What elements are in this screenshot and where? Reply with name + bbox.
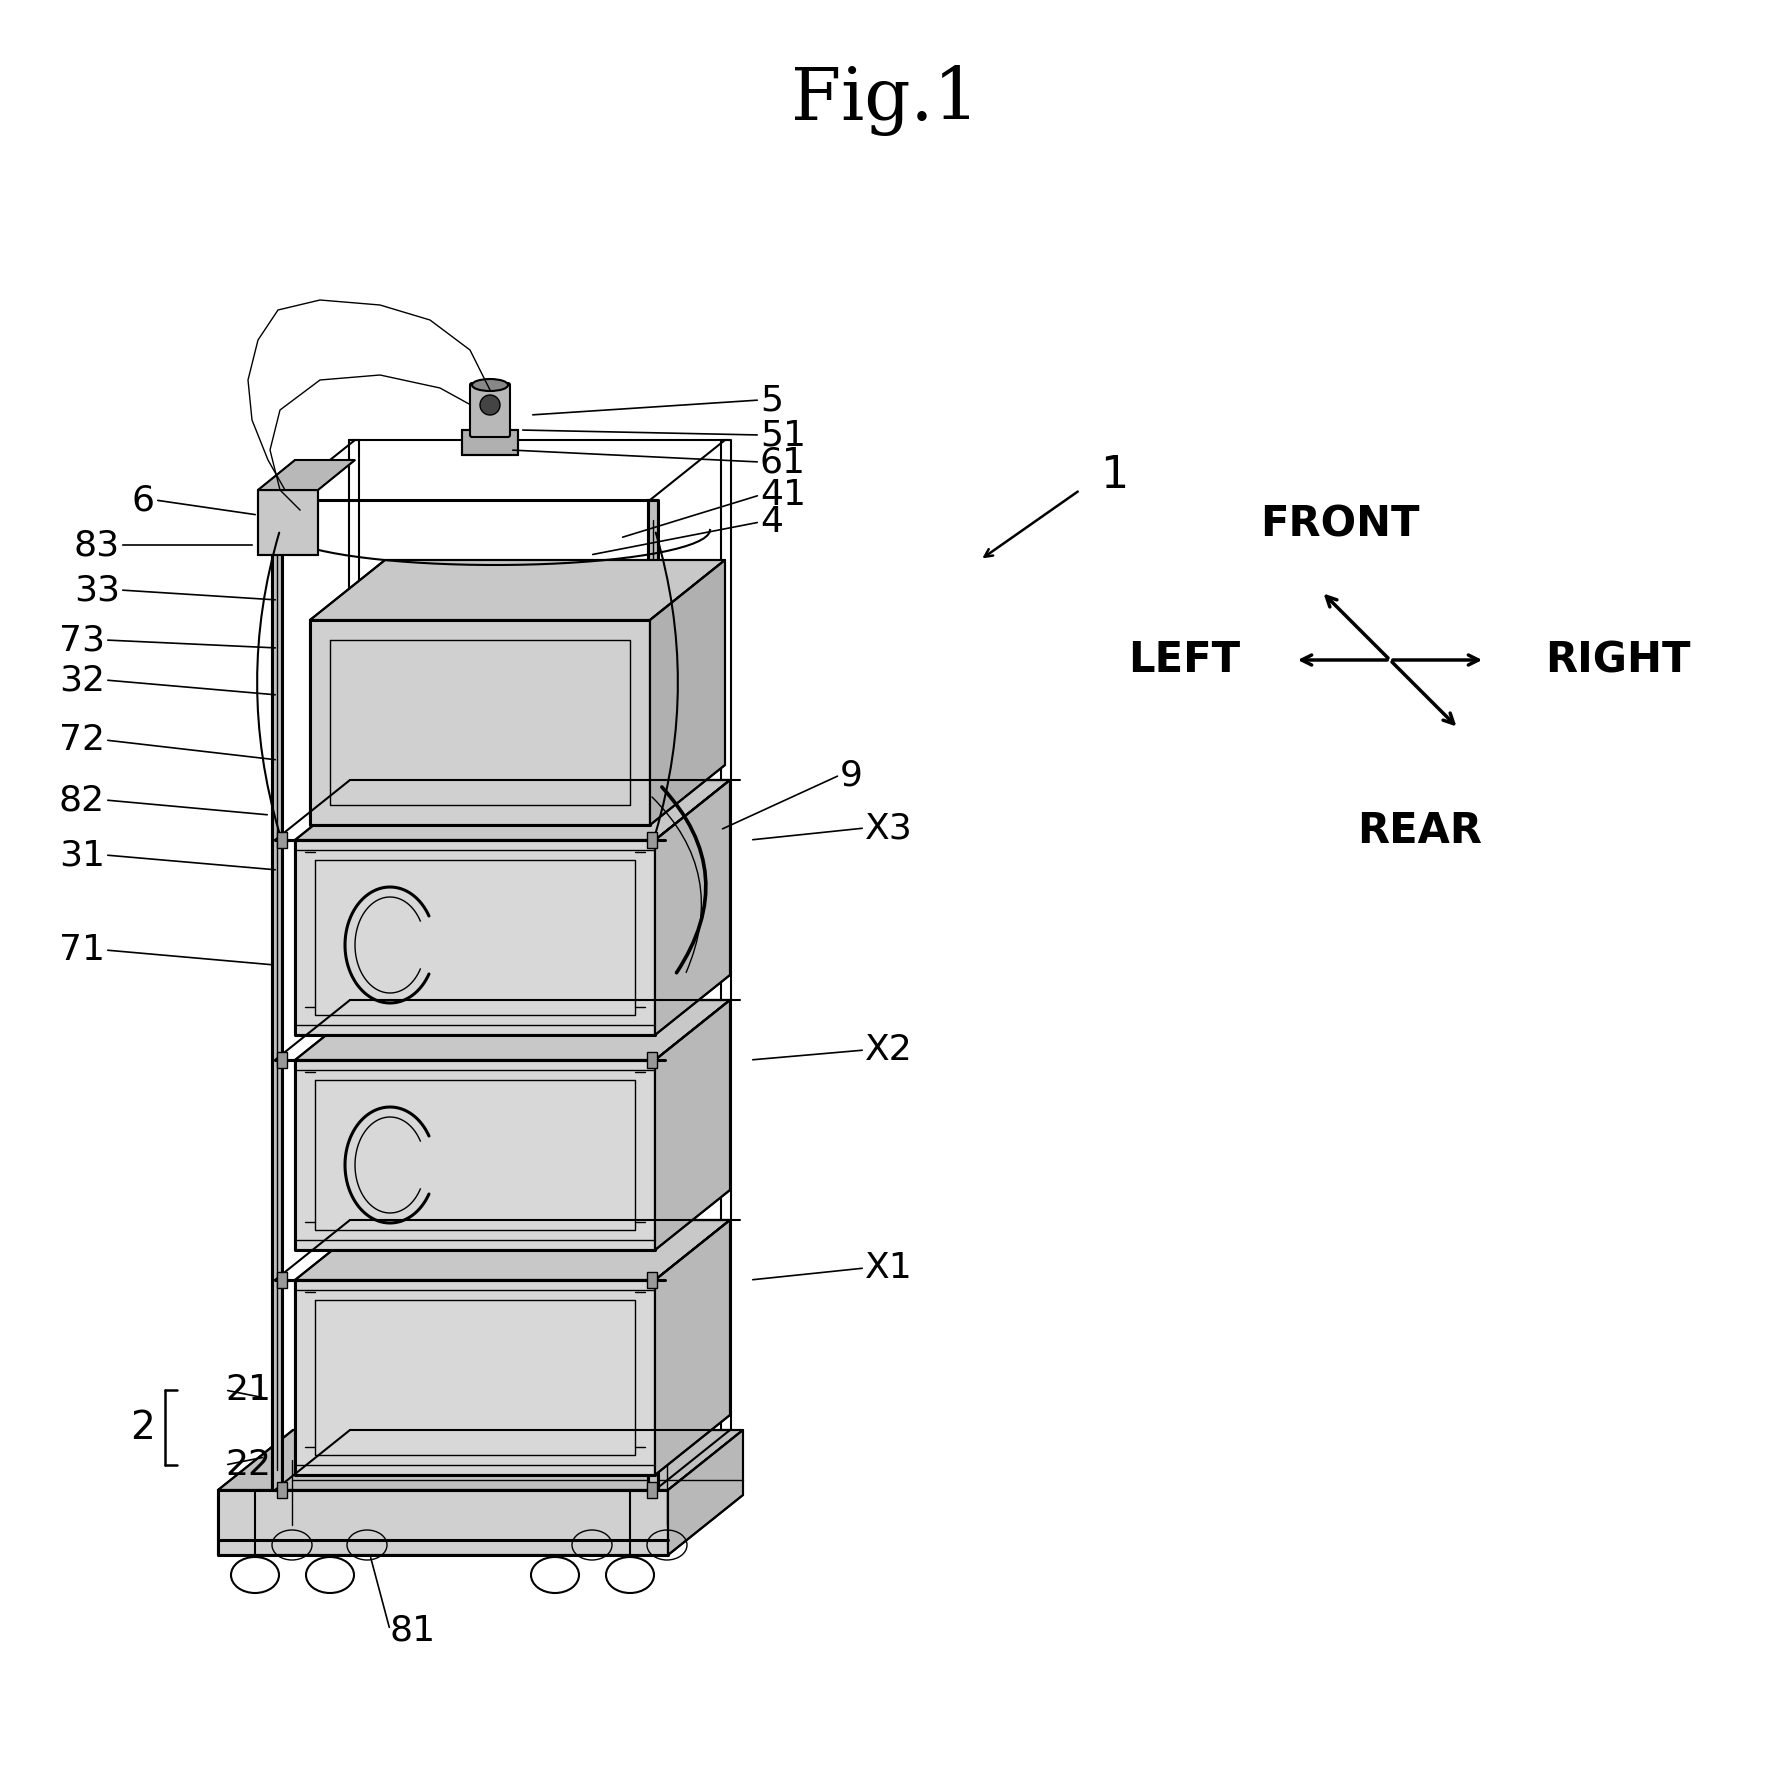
Polygon shape: [655, 1220, 729, 1475]
Ellipse shape: [473, 378, 508, 391]
Polygon shape: [258, 489, 319, 556]
Text: 81: 81: [389, 1613, 435, 1647]
Text: 51: 51: [759, 418, 805, 452]
FancyBboxPatch shape: [471, 383, 510, 437]
Text: 82: 82: [58, 783, 104, 817]
Polygon shape: [218, 1489, 667, 1555]
Bar: [276, 1482, 287, 1498]
Polygon shape: [462, 430, 519, 455]
Bar: [648, 831, 657, 848]
Circle shape: [480, 394, 499, 416]
Text: LEFT: LEFT: [1127, 640, 1241, 681]
Polygon shape: [310, 559, 726, 620]
Text: 33: 33: [74, 573, 120, 607]
Text: 72: 72: [58, 722, 104, 756]
Polygon shape: [655, 1000, 729, 1251]
Polygon shape: [650, 559, 726, 824]
Text: 6: 6: [133, 484, 156, 518]
Polygon shape: [296, 780, 729, 840]
Text: 41: 41: [759, 478, 805, 513]
Text: 61: 61: [759, 444, 805, 478]
Text: 21: 21: [225, 1373, 271, 1407]
Text: 4: 4: [759, 505, 782, 539]
Bar: [648, 1052, 657, 1068]
Text: 2: 2: [131, 1409, 156, 1446]
Text: REAR: REAR: [1358, 810, 1483, 851]
Text: 1: 1: [1099, 453, 1127, 496]
Text: FRONT: FRONT: [1260, 504, 1420, 545]
Polygon shape: [218, 1430, 743, 1489]
Text: X1: X1: [866, 1251, 913, 1285]
Bar: [276, 831, 287, 848]
Text: 32: 32: [58, 663, 104, 697]
Text: 71: 71: [58, 934, 104, 968]
Polygon shape: [273, 500, 281, 1489]
Text: 73: 73: [58, 624, 104, 658]
Text: 83: 83: [74, 529, 120, 563]
Text: X3: X3: [866, 812, 913, 846]
Text: X2: X2: [866, 1032, 913, 1066]
Text: 9: 9: [841, 758, 864, 792]
Bar: [648, 1482, 657, 1498]
Polygon shape: [258, 461, 356, 489]
Text: 22: 22: [225, 1448, 271, 1482]
Polygon shape: [296, 840, 655, 1036]
Polygon shape: [655, 780, 729, 1036]
Text: RIGHT: RIGHT: [1545, 640, 1690, 681]
Polygon shape: [310, 620, 650, 824]
Bar: [648, 1272, 657, 1288]
Polygon shape: [296, 1061, 655, 1251]
Bar: [276, 1272, 287, 1288]
Text: Fig.1: Fig.1: [791, 65, 979, 136]
Text: 5: 5: [759, 383, 782, 418]
Polygon shape: [667, 1430, 743, 1555]
Polygon shape: [296, 1279, 655, 1475]
Text: 31: 31: [58, 839, 104, 873]
Polygon shape: [296, 1000, 729, 1061]
Polygon shape: [296, 1220, 729, 1279]
Bar: [276, 1052, 287, 1068]
Polygon shape: [648, 500, 658, 1489]
